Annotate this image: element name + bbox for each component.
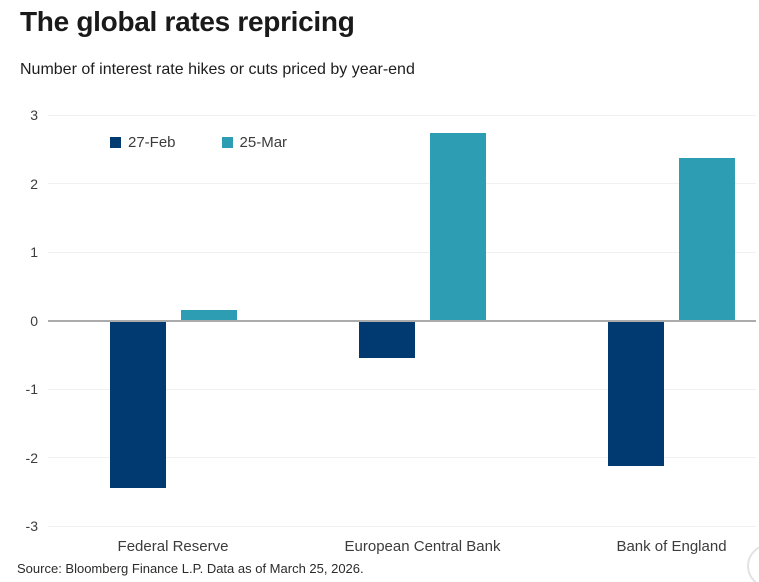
y-tick-label--3: -3 [25, 518, 38, 534]
chart-subtitle: Number of interest rate hikes or cuts pr… [20, 61, 415, 78]
y-tick-label--2: -2 [25, 449, 38, 466]
gridline [48, 114, 756, 116]
source-note: Source: Bloomberg Finance L.P. Data as o… [17, 561, 364, 576]
x-category-label-bank-of-england: Bank of England [616, 538, 727, 555]
bar-27-feb-european-central-bank [359, 320, 415, 359]
legend-item-25-mar: 25-Mar [221, 134, 288, 151]
gridline [48, 457, 756, 458]
legend-swatch-icon [221, 137, 233, 148]
gridline [48, 251, 756, 253]
bar-25-mar-european-central-bank [430, 133, 486, 321]
zero-line [48, 319, 756, 322]
chart-title: The global rates repricing [20, 6, 355, 37]
x-category-label-federal-reserve: Federal Reserve [117, 538, 229, 555]
x-category-label-european-central-bank: European Central Bank [344, 538, 501, 555]
bar-27-feb-federal-reserve [109, 320, 166, 489]
legend-label: 27-Feb [128, 134, 176, 151]
legend-item-27-feb: 27-Feb [110, 134, 176, 151]
y-tick-label-1: 1 [30, 244, 38, 260]
gridline [48, 525, 756, 527]
gridline [48, 388, 756, 390]
y-tick-label-3: 3 [30, 107, 38, 123]
bar-25-mar-federal-reserve [180, 310, 237, 321]
gridline [48, 183, 756, 184]
y-tick-label-2: 2 [30, 175, 38, 192]
bar-27-feb-bank-of-england [608, 320, 664, 466]
chart-legend: 27-Feb 25-Mar [110, 134, 287, 151]
y-tick-label-0: 0 [30, 312, 38, 329]
y-tick-label--1: -1 [25, 381, 38, 397]
bar-25-mar-bank-of-england [679, 158, 735, 321]
legend-label: 25-Mar [239, 134, 288, 151]
legend-swatch-icon [110, 137, 121, 148]
